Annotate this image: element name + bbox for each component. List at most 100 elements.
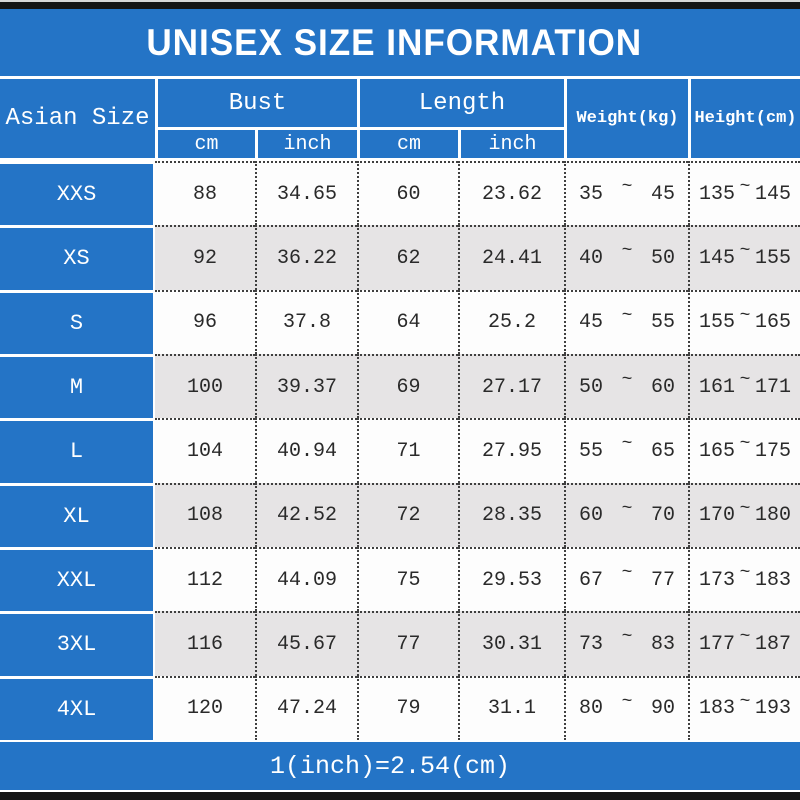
range-max: 83 xyxy=(650,632,675,656)
range-min: 35 xyxy=(579,182,604,206)
weight-range-cell: 50 ~60 xyxy=(564,354,688,419)
size-label-cell: 4XL xyxy=(0,675,155,740)
cell-value: 69 xyxy=(396,375,421,399)
range-tilde: ~ xyxy=(739,177,751,198)
cell-value: 112 xyxy=(186,568,223,592)
cell-value: 27.95 xyxy=(481,439,542,463)
header-length-cm: cm xyxy=(357,130,458,161)
bust-cm-cell: 108 xyxy=(155,482,255,547)
bust-cm-cell: 112 xyxy=(155,547,255,612)
bust-cm-cell: 120 xyxy=(155,675,255,740)
size-label-cell: XS xyxy=(0,225,155,290)
header-asian-size: Asian Size xyxy=(0,79,155,161)
length-inch-cell: 23.62 xyxy=(458,161,564,226)
unit-label: inch xyxy=(283,132,332,156)
cell-value: 45.67 xyxy=(276,632,337,656)
length-cm-cell: 60 xyxy=(357,161,458,226)
range-max: 55 xyxy=(650,311,675,335)
header-label: Bust xyxy=(228,89,287,117)
range-min: 40 xyxy=(579,246,604,270)
size-label-cell: 3XL xyxy=(0,611,155,676)
header-bust: Bust xyxy=(155,79,357,130)
range-max: 183 xyxy=(754,568,791,592)
cell-value: 62 xyxy=(396,246,421,270)
header-bust-inch: inch xyxy=(255,130,357,161)
cell-value: 44.09 xyxy=(276,568,337,592)
length-inch-cell: 29.53 xyxy=(458,547,564,612)
bust-cm-cell: 104 xyxy=(155,418,255,483)
length-cm-cell: 72 xyxy=(357,482,458,547)
cell-value: 92 xyxy=(192,246,217,270)
conversion-note: 1(inch)=2.54(cm) xyxy=(269,751,511,781)
cell-value: 42.52 xyxy=(276,504,337,528)
range-tilde: ~ xyxy=(621,434,633,455)
cell-value: 27.17 xyxy=(481,375,542,399)
top-black-bar xyxy=(0,2,800,9)
cell-value: 36.22 xyxy=(276,246,337,270)
range-max: 155 xyxy=(754,246,791,270)
cell-value: 29.53 xyxy=(481,568,542,592)
length-inch-cell: 31.1 xyxy=(458,675,564,740)
unit-label: cm xyxy=(396,132,421,156)
size-label: XS xyxy=(63,246,90,272)
height-range-cell: 165 ~175 xyxy=(688,418,800,483)
range-tilde: ~ xyxy=(621,370,633,391)
cell-value: 120 xyxy=(186,697,223,721)
size-label-cell: L xyxy=(0,418,155,483)
size-label: XXS xyxy=(56,182,97,208)
cell-value: 116 xyxy=(186,632,223,656)
height-range-cell: 161 ~171 xyxy=(688,354,800,419)
size-label: XL xyxy=(63,503,90,529)
weight-range-cell: 35 ~45 xyxy=(564,161,688,226)
range-min: 50 xyxy=(579,375,604,399)
size-label: 3XL xyxy=(56,632,97,658)
cell-value: 25.2 xyxy=(487,311,536,335)
weight-range-cell: 45 ~55 xyxy=(564,289,688,354)
header-length: Length xyxy=(357,79,564,130)
length-cm-cell: 79 xyxy=(357,675,458,740)
header-label: Asian Size xyxy=(5,105,150,132)
size-label: S xyxy=(69,310,84,336)
height-range-cell: 183 ~193 xyxy=(688,675,800,740)
unit-label: cm xyxy=(194,132,219,156)
unit-label: inch xyxy=(488,132,537,156)
length-inch-cell: 27.17 xyxy=(458,354,564,419)
range-min: 161 xyxy=(699,375,736,399)
length-inch-cell: 24.41 xyxy=(458,225,564,290)
cell-value: 31.1 xyxy=(487,697,536,721)
height-range-cell: 170 ~180 xyxy=(688,482,800,547)
weight-range-cell: 80 ~90 xyxy=(564,675,688,740)
range-min: 165 xyxy=(699,439,736,463)
length-inch-cell: 27.95 xyxy=(458,418,564,483)
length-inch-cell: 25.2 xyxy=(458,289,564,354)
size-label-cell: M xyxy=(0,354,155,419)
header-label: Weight(kg) xyxy=(576,109,679,128)
range-min: 73 xyxy=(579,632,604,656)
range-min: 177 xyxy=(699,632,736,656)
range-min: 145 xyxy=(699,246,736,270)
range-max: 165 xyxy=(754,311,791,335)
bust-inch-cell: 40.94 xyxy=(255,418,357,483)
bust-inch-cell: 44.09 xyxy=(255,547,357,612)
range-max: 50 xyxy=(650,246,675,270)
length-cm-cell: 75 xyxy=(357,547,458,612)
bust-inch-cell: 42.52 xyxy=(255,482,357,547)
size-label-cell: XXS xyxy=(0,161,155,226)
cell-value: 96 xyxy=(192,311,217,335)
cell-value: 34.65 xyxy=(276,182,337,206)
weight-range-cell: 67 ~77 xyxy=(564,547,688,612)
range-max: 77 xyxy=(650,568,675,592)
range-tilde: ~ xyxy=(621,241,633,262)
range-max: 180 xyxy=(754,504,791,528)
range-tilde: ~ xyxy=(739,563,751,584)
height-range-cell: 145 ~155 xyxy=(688,225,800,290)
cell-value: 40.94 xyxy=(276,439,337,463)
header-bust-cm: cm xyxy=(155,130,255,161)
range-min: 173 xyxy=(699,568,736,592)
header-height: Height(cm) xyxy=(688,79,800,161)
range-min: 183 xyxy=(699,697,736,721)
cell-value: 30.31 xyxy=(481,632,542,656)
cell-value: 71 xyxy=(396,439,421,463)
size-label-cell: XXL xyxy=(0,547,155,612)
range-tilde: ~ xyxy=(621,305,633,326)
